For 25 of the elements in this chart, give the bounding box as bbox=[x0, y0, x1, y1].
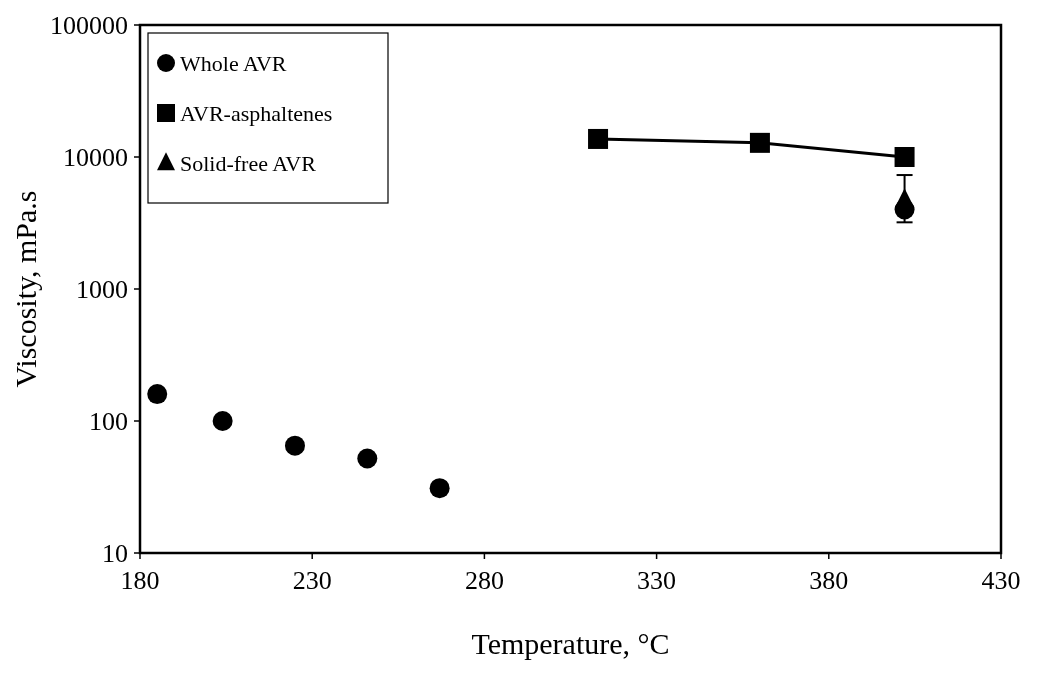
point bbox=[429, 478, 450, 499]
x-tick-label: 330 bbox=[637, 566, 677, 595]
y-axis-title: Viscosity, mPa.s bbox=[9, 190, 42, 388]
y-tick-label: 100 bbox=[89, 407, 128, 437]
x-tick-label: 280 bbox=[464, 566, 504, 595]
y-tick-label: 1000 bbox=[76, 275, 128, 305]
legend-label: Whole AVR bbox=[180, 50, 287, 76]
point bbox=[894, 147, 915, 167]
legend-label: Solid-free AVR bbox=[180, 150, 317, 176]
point bbox=[894, 188, 915, 209]
point bbox=[284, 435, 305, 456]
point bbox=[588, 128, 609, 149]
x-tick-label: 230 bbox=[292, 566, 332, 595]
y-tick-label: 100000 bbox=[50, 11, 128, 41]
point bbox=[357, 448, 378, 469]
point bbox=[147, 384, 168, 405]
point bbox=[749, 132, 770, 153]
y-tick-label: 10000 bbox=[63, 143, 128, 173]
x-tick-label: 430 bbox=[981, 566, 1021, 595]
point bbox=[212, 411, 233, 431]
y-tick-label: 10 bbox=[102, 539, 128, 569]
legend-label: AVR-asphaltenes bbox=[180, 100, 333, 126]
x-tick-label: 380 bbox=[809, 566, 849, 595]
x-tick-label: 180 bbox=[120, 566, 160, 595]
x-axis-title: Temperature, °C bbox=[471, 627, 670, 660]
